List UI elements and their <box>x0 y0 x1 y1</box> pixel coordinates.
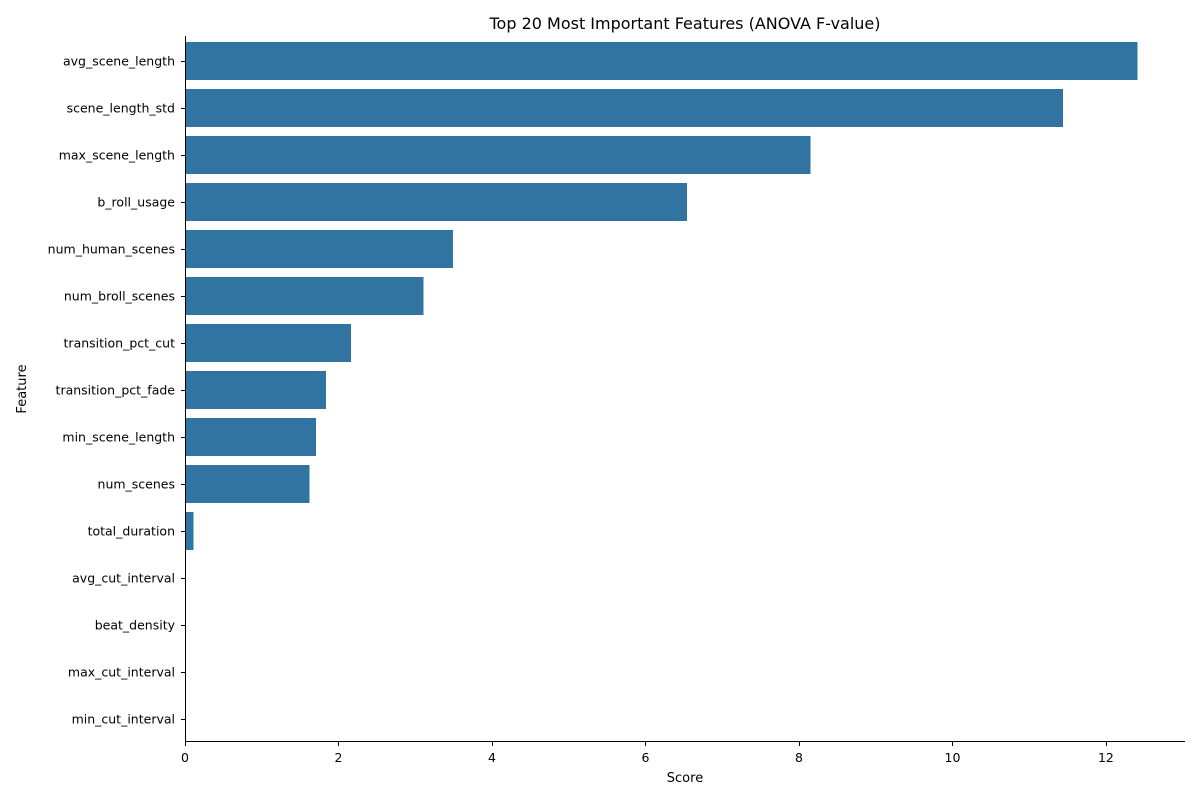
y-tick-label: scene_length_std <box>67 101 175 116</box>
y-tick-label: num_scenes <box>98 477 175 492</box>
bar-transition_pct_cut <box>185 324 351 362</box>
bar-b_roll_usage <box>185 183 687 221</box>
bar-total_duration <box>185 512 194 550</box>
bar-transition_pct_fade <box>185 371 327 409</box>
y-tick-label: beat_density <box>95 618 176 633</box>
bar-avg_scene_length <box>185 42 1138 80</box>
x-tick-label: 6 <box>641 750 649 765</box>
x-axis-ticks: 0 2 4 6 8 10 12 <box>181 742 1114 765</box>
y-tick-label: num_broll_scenes <box>64 289 175 304</box>
y-axis-ticks: avg_scene_length scene_length_std max_scen… <box>48 54 185 727</box>
x-tick-label: 12 <box>1098 750 1114 765</box>
bars <box>185 42 1138 550</box>
bar-num_scenes <box>185 465 310 503</box>
bar-min_scene_length <box>185 418 317 456</box>
bar-num_human_scenes <box>185 230 453 268</box>
y-tick-label: b_roll_usage <box>97 195 175 210</box>
y-tick-label: max_cut_interval <box>68 665 175 680</box>
y-tick-label: transition_pct_cut <box>64 336 176 351</box>
y-tick-label: total_duration <box>88 524 175 539</box>
y-tick-label: transition_pct_fade <box>56 383 176 398</box>
x-tick-label: 4 <box>488 750 496 765</box>
x-axis-label: Score <box>667 771 703 786</box>
y-tick-label: avg_scene_length <box>63 54 175 69</box>
y-tick-label: min_cut_interval <box>72 712 175 727</box>
y-tick-label: max_scene_length <box>59 148 175 163</box>
y-tick-label: avg_cut_interval <box>72 571 175 586</box>
y-tick-label: num_human_scenes <box>48 242 175 257</box>
bar-num_broll_scenes <box>185 277 424 315</box>
bar-scene_length_std <box>185 89 1063 127</box>
y-tick-label: min_scene_length <box>62 430 175 445</box>
x-tick-label: 0 <box>181 750 189 765</box>
x-tick-label: 10 <box>945 750 961 765</box>
y-axis-label: Feature <box>15 364 30 413</box>
x-tick-label: 8 <box>795 750 803 765</box>
bar-max_scene_length <box>185 136 811 174</box>
chart-title: Top 20 Most Important Features (ANOVA F-… <box>488 14 880 33</box>
x-tick-label: 2 <box>335 750 343 765</box>
